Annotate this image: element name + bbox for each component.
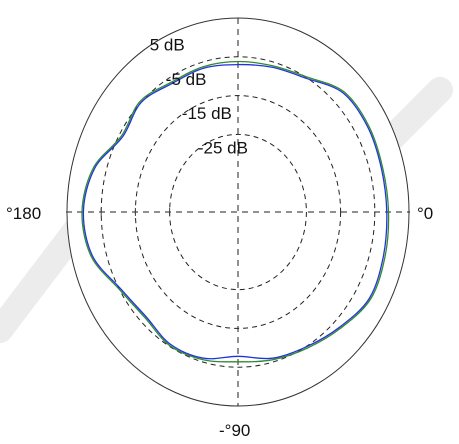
series-line-0	[81, 60, 390, 363]
radial-tick-label-1: -5 dB	[166, 70, 207, 89]
radial-tick-labels: 5 dB -5 dB -15 dB -25 dB	[150, 36, 248, 158]
grid-axes	[66, 18, 410, 406]
angle-label-180: °180	[6, 204, 41, 223]
radial-tick-label-0: 5 dB	[150, 36, 185, 55]
series-layer	[81, 60, 390, 363]
radial-tick-label-3: -25 dB	[198, 139, 248, 158]
radial-ticks	[66, 208, 171, 216]
radial-tick-label-2: -15 dB	[182, 104, 232, 123]
angle-label-0: °0	[417, 204, 433, 223]
angle-label-minus-90: -°90	[219, 421, 250, 440]
angle-labels: °180 °0 -°90	[6, 204, 433, 440]
series-line-1	[82, 63, 388, 360]
